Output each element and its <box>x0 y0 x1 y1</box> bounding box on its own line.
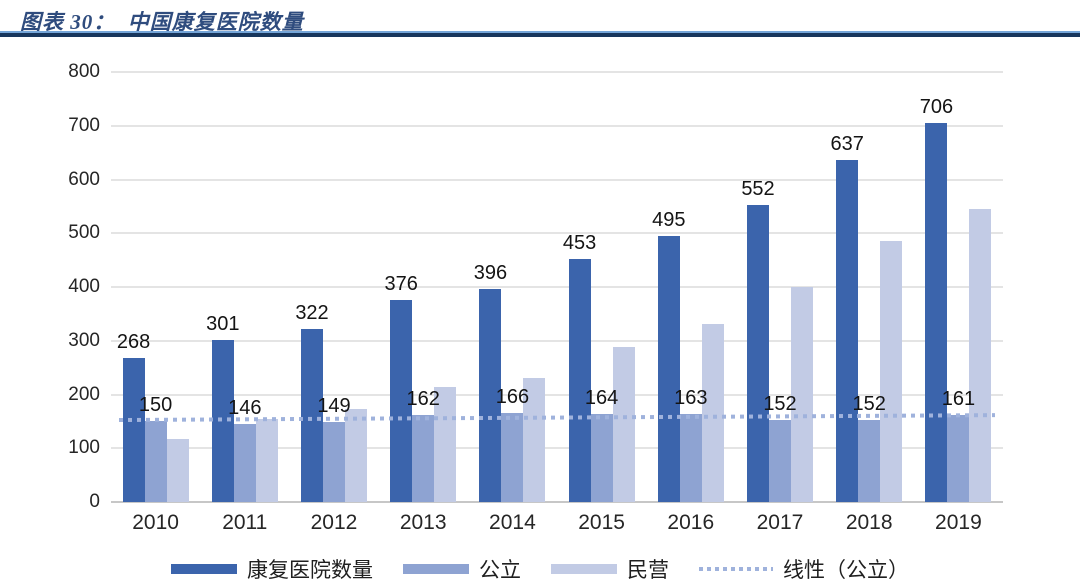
gridline-200 <box>111 393 1003 396</box>
x-label-2014: 2014 <box>489 511 536 534</box>
legend-dotted-line-marker-trend-public <box>699 567 773 571</box>
bar-private-2010 <box>166 438 189 502</box>
legend-swatch-private <box>551 564 617 574</box>
y-tick-700: 700 <box>68 114 100 136</box>
value-label-public-2016: 163 <box>674 387 708 410</box>
gridline-400 <box>111 286 1003 288</box>
y-tick-100: 100 <box>68 437 100 459</box>
value-label-public-2013: 162 <box>406 387 440 410</box>
x-axis-line <box>111 501 1003 503</box>
x-label-2016: 2016 <box>667 511 715 534</box>
legend-item-private: 民营 <box>551 554 669 584</box>
gridline-800 <box>111 71 1003 73</box>
x-label-2015: 2015 <box>578 511 625 534</box>
y-tick-800: 800 <box>68 61 100 82</box>
bar-private-2012 <box>345 409 367 502</box>
header-divider <box>0 31 1080 37</box>
y-tick-400: 400 <box>68 276 100 297</box>
y-tick-600: 600 <box>68 168 100 190</box>
legend-swatch-public <box>403 564 469 574</box>
value-label-public-2018: 152 <box>852 393 886 416</box>
bar-public-2013 <box>412 414 435 502</box>
bar-public-2010 <box>144 421 167 502</box>
legend-item-public: 公立 <box>403 554 521 584</box>
value-label-public-2015: 164 <box>584 386 619 409</box>
bar-private-2019 <box>969 209 992 502</box>
y-tick-0: 0 <box>89 491 100 512</box>
bar-total-2018 <box>836 159 859 502</box>
x-label-2017: 2017 <box>756 511 804 534</box>
legend-label-trend-public: 线性（公立） <box>783 558 909 582</box>
bar-public-2017 <box>769 420 791 502</box>
bar-public-2019 <box>947 415 970 502</box>
value-label-public-2012: 149 <box>317 394 351 417</box>
bar-private-2011 <box>255 418 278 502</box>
bar-total-2017 <box>747 205 769 502</box>
gridline-700 <box>111 124 1003 127</box>
value-label-total-2019: 706 <box>919 95 954 118</box>
bar-total-2019 <box>925 122 948 502</box>
gridline-300 <box>111 339 1003 342</box>
gridline-500 <box>111 232 1003 235</box>
legend-label-private: 民营 <box>627 558 669 582</box>
value-label-total-2017: 552 <box>741 178 775 201</box>
value-label-public-2019: 161 <box>941 388 976 411</box>
bar-public-2012 <box>323 421 345 502</box>
legend-item-total: 康复医院数量 <box>171 554 373 584</box>
value-label-total-2018: 637 <box>830 132 864 155</box>
bar-total-2016 <box>657 235 680 502</box>
value-label-public-2014: 166 <box>495 385 530 408</box>
x-label-2010: 2010 <box>132 511 179 534</box>
bar-public-2016 <box>679 414 702 502</box>
x-label-2013: 2013 <box>399 511 447 534</box>
bar-private-2017 <box>791 287 813 502</box>
x-label-2018: 2018 <box>845 511 893 534</box>
y-tick-500: 500 <box>68 222 100 244</box>
value-label-total-2014: 396 <box>473 262 508 285</box>
bar-private-2016 <box>701 323 724 502</box>
value-label-public-2010: 150 <box>138 394 173 417</box>
chart-title: 图表 30： 中国康复医院数量 <box>20 10 304 34</box>
bar-private-2018 <box>880 241 903 502</box>
bar-total-2015 <box>568 258 591 502</box>
legend-swatch-total <box>171 564 237 574</box>
gridline-100 <box>111 447 1003 450</box>
gridline-600 <box>111 178 1003 181</box>
bar-public-2015 <box>590 413 613 502</box>
y-tick-200: 200 <box>68 383 100 405</box>
bar-total-2014 <box>479 289 502 502</box>
bar-public-2011 <box>233 423 256 502</box>
value-label-public-2017: 152 <box>763 393 797 416</box>
x-label-2011: 2011 <box>222 511 268 534</box>
value-label-total-2011: 301 <box>206 313 240 336</box>
x-label-2012: 2012 <box>310 511 358 534</box>
bar-private-2014 <box>523 378 546 502</box>
chart-legend: 康复医院数量 公立 民营 线性（公立） <box>0 556 1080 582</box>
legend-label-total: 康复医院数量 <box>247 558 373 582</box>
value-label-total-2012: 322 <box>295 301 329 324</box>
legend-item-trend-public: 线性（公立） <box>699 554 909 584</box>
bar-private-2015 <box>612 346 635 502</box>
bar-total-2013 <box>390 299 413 502</box>
value-label-total-2016: 495 <box>652 208 686 231</box>
bar-public-2018 <box>858 420 881 502</box>
x-label-2019: 2019 <box>935 511 982 534</box>
bar-public-2014 <box>501 412 524 502</box>
value-label-total-2010: 268 <box>116 330 151 353</box>
value-label-total-2013: 376 <box>384 272 418 295</box>
bar-total-2010 <box>122 357 145 502</box>
y-tick-300: 300 <box>68 329 100 351</box>
legend-label-public: 公立 <box>479 558 521 582</box>
bar-total-2012 <box>301 328 323 502</box>
value-label-public-2011: 146 <box>228 396 262 419</box>
value-label-total-2015: 453 <box>562 231 597 254</box>
